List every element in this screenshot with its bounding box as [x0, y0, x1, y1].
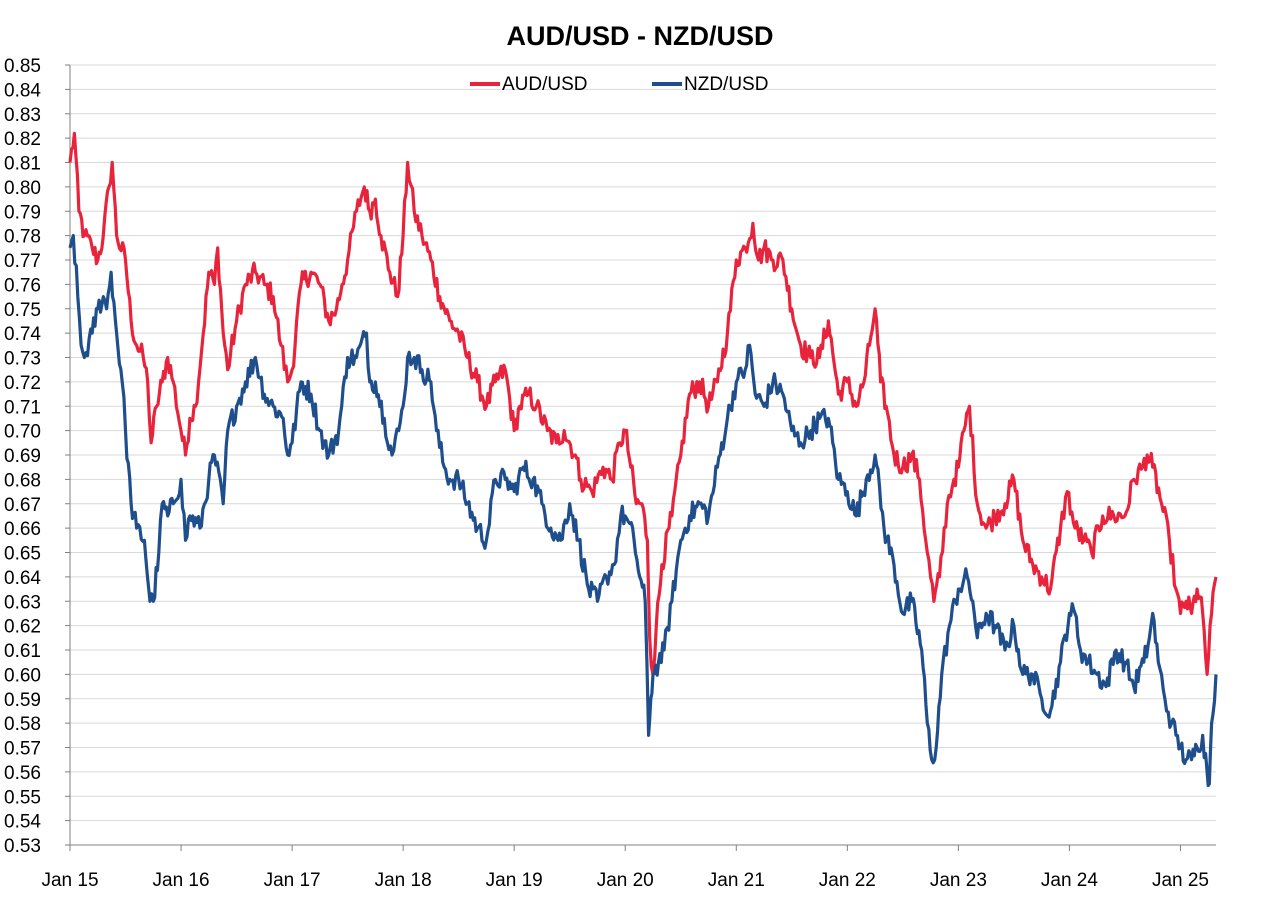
y-tick-label: 0.63: [4, 592, 41, 613]
y-tick-label: 0.79: [4, 202, 41, 223]
y-tick-label: 0.55: [4, 787, 41, 808]
y-tick-label: 0.82: [4, 129, 41, 150]
y-tick-label: 0.67: [4, 495, 41, 516]
y-tick-label: 0.77: [4, 251, 41, 272]
x-tick-label: Jan 18: [375, 870, 432, 891]
y-tick-label: 0.84: [4, 80, 41, 101]
y-tick-label: 0.58: [4, 714, 41, 735]
y-tick-label: 0.61: [4, 641, 41, 662]
x-tick-label: Jan 20: [597, 870, 654, 891]
x-tick-label: Jan 22: [819, 870, 876, 891]
y-tick-label: 0.66: [4, 519, 41, 540]
x-tick-label: Jan 21: [708, 870, 765, 891]
y-tick-label: 0.53: [4, 836, 41, 857]
y-tick-label: 0.70: [4, 422, 41, 443]
y-tick-label: 0.71: [4, 397, 41, 418]
chart-title: AUD/USD - NZD/USD: [507, 21, 774, 51]
y-tick-label: 0.76: [4, 275, 41, 296]
y-tick-label: 0.75: [4, 300, 41, 321]
x-tick-label: Jan 16: [153, 870, 210, 891]
series-lines: [68, 131, 1218, 788]
y-tick-label: 0.64: [4, 568, 41, 589]
y-tick-label: 0.69: [4, 446, 41, 467]
y-tick-label: 0.83: [4, 105, 41, 126]
legend-label-aud-usd: AUD/USD: [502, 74, 588, 95]
x-tick-label: Jan 23: [930, 870, 987, 891]
series-line-aud-usd: [68, 131, 1218, 676]
x-tick-label: Jan 17: [264, 870, 321, 891]
axes: [69, 65, 1216, 846]
series-line-nzd-usd: [68, 234, 1218, 788]
y-tick-label: 0.72: [4, 373, 41, 394]
x-tick-label: Jan 24: [1041, 870, 1098, 891]
y-axis-tick-labels: 0.53 0.54 0.55 0.56 0.57 0.58 0.59 0.60 0.61 0.62…: [4, 56, 41, 857]
x-tick-label: Jan 19: [486, 870, 543, 891]
y-tick-label: 0.65: [4, 544, 41, 565]
y-tick-label: 0.78: [4, 227, 41, 248]
gridlines: [65, 64, 1216, 846]
y-tick-label: 0.80: [4, 178, 41, 199]
y-tick-label: 0.62: [4, 617, 41, 638]
y-tick-label: 0.74: [4, 324, 41, 345]
y-tick-label: 0.81: [4, 154, 41, 175]
x-tick-label: Jan 15: [41, 870, 98, 891]
y-tick-label: 0.54: [4, 812, 41, 833]
y-tick-label: 0.73: [4, 349, 41, 370]
y-tick-label: 0.57: [4, 739, 41, 760]
legend-label-nzd-usd: NZD/USD: [684, 74, 768, 95]
y-tick-label: 0.56: [4, 763, 41, 784]
x-axis-tick-labels: Jan 15 Jan 16 Jan 17 Jan 18 Jan 19 Jan 20 Jan …: [41, 845, 1209, 891]
y-tick-label: 0.68: [4, 470, 41, 491]
legend: AUD/USD NZD/USD: [470, 74, 768, 95]
x-tick-label: Jan 25: [1152, 870, 1209, 891]
y-tick-label: 0.59: [4, 690, 41, 711]
y-tick-label: 0.60: [4, 665, 41, 686]
y-tick-label: 0.85: [4, 56, 41, 77]
